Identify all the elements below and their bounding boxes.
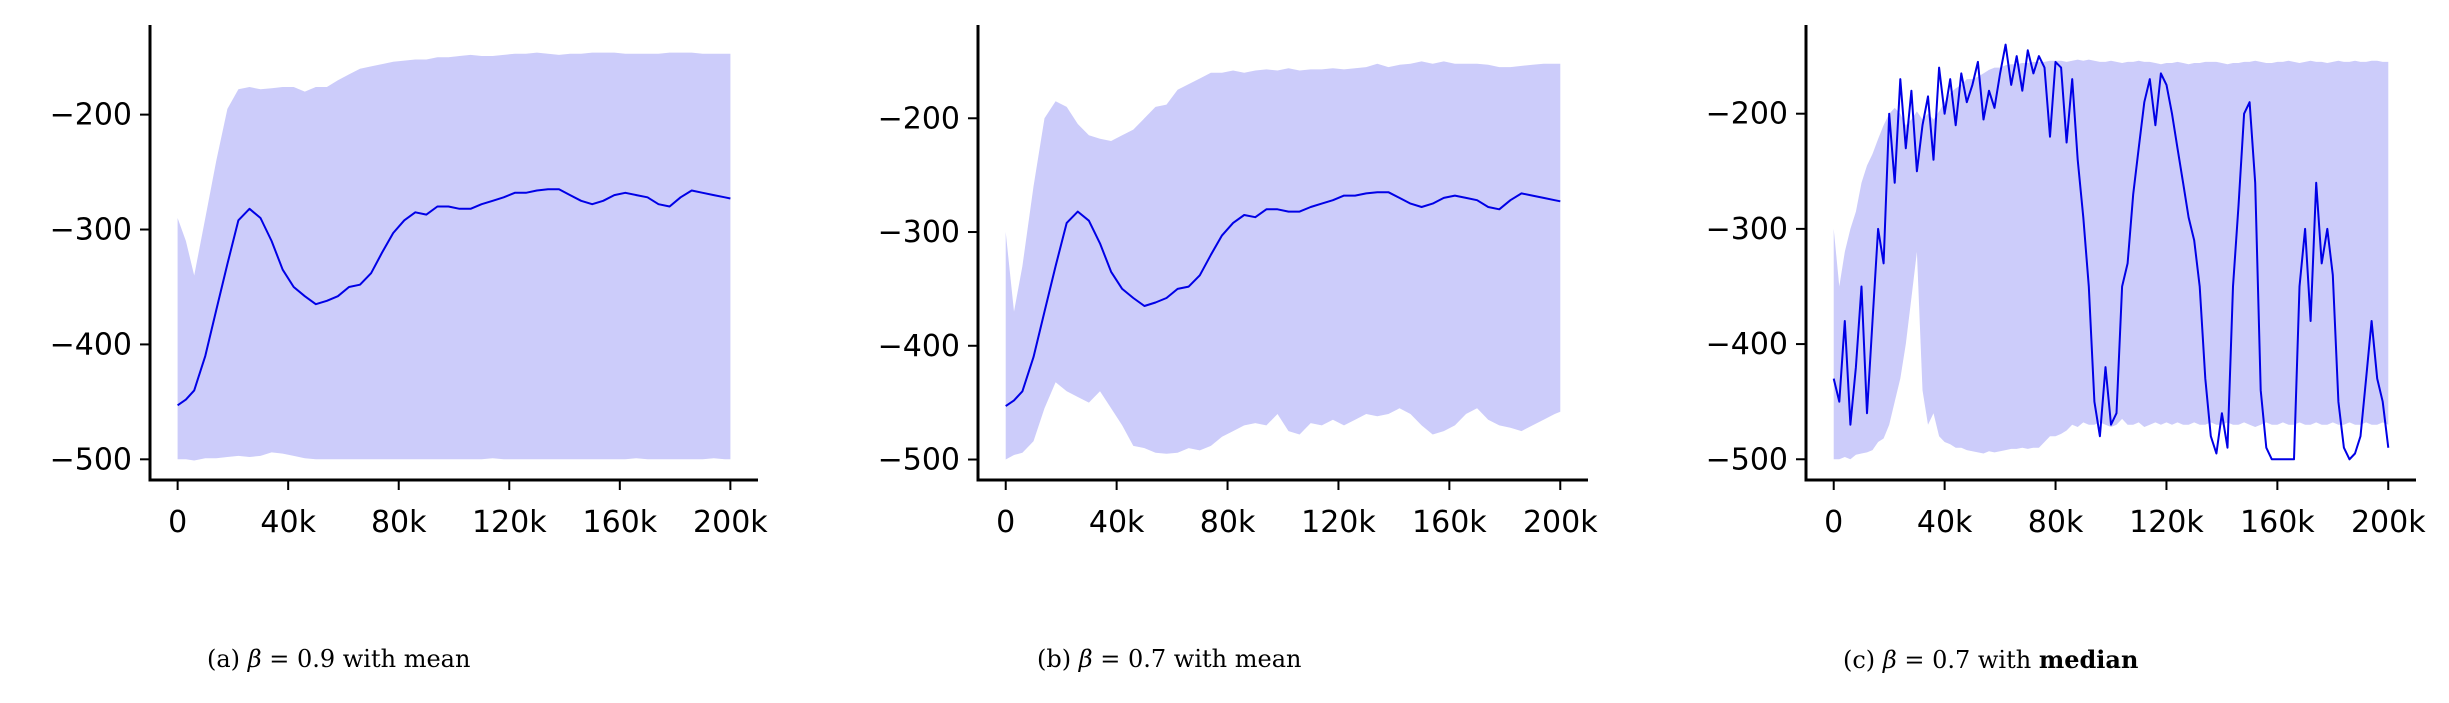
panel-b-x-tick-label: 80k xyxy=(1200,505,1256,540)
panel-c-x-tick-label: 120k xyxy=(2129,505,2204,540)
panel-a-y-tick-label: −500 xyxy=(50,442,132,477)
caption-b-eq: = 0.7 with xyxy=(1100,645,1228,673)
panel-b-x-tick-label: 40k xyxy=(1089,505,1145,540)
caption-c-prefix: (c) xyxy=(1843,646,1876,674)
panel-b-y-tick-label: −300 xyxy=(878,215,960,250)
panel-a-x-tick-label: 120k xyxy=(472,505,547,540)
caption-b-prefix: (b) xyxy=(1037,645,1072,673)
panel-a-band xyxy=(177,52,731,461)
caption-b-symbol: β xyxy=(1078,645,1093,673)
panel-b-band xyxy=(1005,61,1561,460)
panel-b-y-tick-label: −400 xyxy=(878,329,960,364)
panel-a-x-tick-label: 200k xyxy=(693,505,768,540)
panel-a-line xyxy=(177,188,731,407)
panel-b-x-tick-label: 0 xyxy=(996,505,1015,540)
caption-a-symbol: β xyxy=(247,645,262,673)
caption-c-eq: = 0.7 with xyxy=(1904,646,2032,674)
panel-b-x-tick-label: 120k xyxy=(1301,505,1376,540)
panel-a-y-tick-label: −400 xyxy=(50,327,132,362)
panel-c: 0 40k 80k 120k 160k 200k −500 −400 −300 −200 xyxy=(1706,25,2426,540)
panel-c-x-tick-label: 200k xyxy=(2351,505,2426,540)
panel-c-x-tick-label: 40k xyxy=(1917,505,1973,540)
panel-a-x-tick-label: 80k xyxy=(371,505,427,540)
caption-c-symbol: β xyxy=(1882,646,1897,674)
panel-c-y-tick-label: −200 xyxy=(1706,97,1788,132)
panel-a-x-tick-label: 40k xyxy=(260,505,316,540)
panel-b-line xyxy=(1005,191,1561,407)
caption-a-eq: = 0.9 with xyxy=(269,645,397,673)
panel-a-y-tick-label: −200 xyxy=(50,98,132,133)
panel-c-y-tick-label: −300 xyxy=(1706,212,1788,247)
panel-c-x-tick-label: 160k xyxy=(2240,505,2315,540)
caption-c: (c) β = 0.7 with median xyxy=(1843,645,2138,674)
panel-c-y-tick-label: −400 xyxy=(1706,327,1788,362)
caption-b: (b) β = 0.7 with mean xyxy=(1037,645,1301,673)
panel-b-x-tick-label: 160k xyxy=(1412,505,1487,540)
panel-a: 0 40k 80k 120k 160k 200k −500 −400 −300 −200 xyxy=(50,25,768,540)
panel-c-x-tick-label: 0 xyxy=(1824,505,1843,540)
panel-c-line xyxy=(1832,43,2390,461)
panel-c-band xyxy=(1833,59,2389,460)
caption-b-stat: mean xyxy=(1234,645,1302,673)
panel-a-x-tick-label: 0 xyxy=(168,505,187,540)
caption-a-stat: mean xyxy=(403,645,471,673)
panel-a-y-tick-label: −300 xyxy=(50,213,132,248)
panel-a-x-tick-label: 160k xyxy=(582,505,657,540)
caption-c-stat: median xyxy=(2038,645,2139,674)
caption-a: (a) β = 0.9 with mean xyxy=(207,645,470,673)
panel-c-y-tick-label: −500 xyxy=(1706,442,1788,477)
panel-b-y-tick-label: −200 xyxy=(878,101,960,136)
panel-b-x-tick-label: 200k xyxy=(1523,505,1598,540)
caption-a-prefix: (a) xyxy=(207,645,241,673)
panel-b: 0 40k 80k 120k 160k 200k −500 −400 −300 −200 xyxy=(878,25,1598,540)
panel-c-x-tick-label: 80k xyxy=(2028,505,2084,540)
panel-b-y-tick-label: −500 xyxy=(878,443,960,478)
